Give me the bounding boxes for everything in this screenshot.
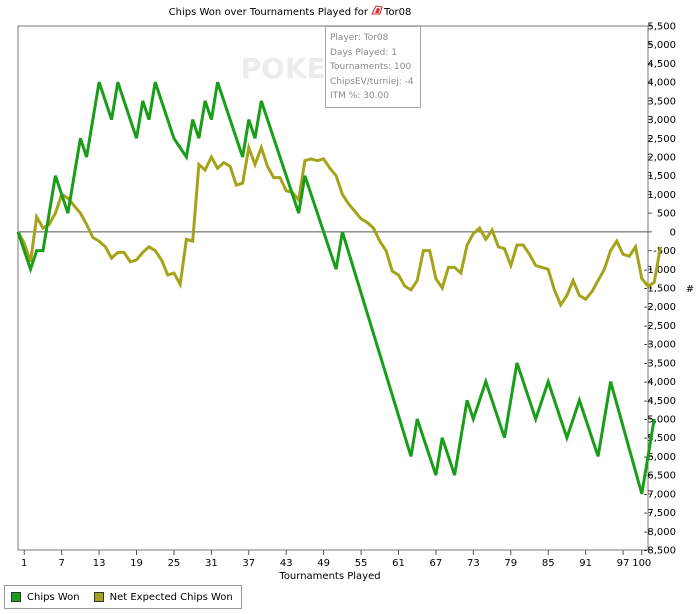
x-tick-label: 100	[632, 558, 651, 569]
x-tick-label: 7	[58, 558, 64, 569]
y-tick-label: -3,500	[644, 358, 676, 369]
tooltip: Player: Tor08 Days Played: 1 Tournaments…	[325, 26, 421, 108]
x-tick-label: 19	[130, 558, 143, 569]
y-tick-label: 2,500	[647, 134, 676, 145]
y-tick-label: -3,000	[644, 340, 676, 351]
y-tick-label: 4,000	[647, 78, 676, 89]
y-tick-label: 1,500	[647, 171, 676, 182]
tooltip-chipsev: ChipsEV/turniej: -4	[330, 76, 414, 87]
y-tick-label: 500	[657, 209, 676, 220]
x-tick-label: 73	[467, 558, 480, 569]
y-tick-label: 2,000	[647, 153, 676, 164]
y-tick-label: -7,000	[644, 489, 676, 500]
y-tick-label: -2,000	[644, 302, 676, 313]
legend-item-net-expected[interactable]: Net Expected Chips Won	[88, 592, 241, 603]
legend: Chips Won Net Expected Chips Won	[4, 585, 242, 609]
legend-item-chips-won[interactable]: Chips Won	[5, 592, 88, 603]
y-tick-label: 5,000	[647, 40, 676, 51]
chart-title: Chips Won over Tournaments Played for To…	[169, 5, 411, 18]
tooltip-tournaments: Tournaments: 100	[330, 62, 412, 72]
x-tick-label: 1	[21, 558, 27, 569]
y-tick-label: 3,000	[647, 115, 676, 126]
y-tick-label: -1,500	[644, 284, 676, 295]
x-tick-label: 67	[430, 558, 443, 569]
y-tick-label: 0	[670, 227, 676, 238]
x-tick-label: 43	[280, 558, 293, 569]
series-layer	[16, 81, 662, 495]
series-line	[16, 81, 656, 495]
x-tick-label: 91	[579, 558, 592, 569]
y-axis-label: #	[686, 284, 694, 295]
x-tick-label: 97	[617, 558, 630, 569]
player-icon	[371, 5, 383, 15]
y-tick-label: -8,000	[644, 527, 676, 538]
x-axis-label: Tournaments Played	[278, 571, 380, 582]
x-tick-label: 37	[242, 558, 255, 569]
y-tick-label: -4,000	[644, 377, 676, 388]
y-tick-label: 1,000	[647, 190, 676, 201]
x-tick-label: 49	[317, 558, 330, 569]
y-tick-label: -8,500	[644, 546, 676, 557]
x-tick-label: 61	[392, 558, 405, 569]
legend-swatch-chips-won	[11, 592, 21, 602]
x-tick-label: 25	[168, 558, 181, 569]
y-tick-label: 5,500	[647, 22, 676, 33]
series-line	[16, 141, 662, 308]
tooltip-itm: ITM %: 30.00	[330, 91, 389, 101]
y-tick-label: 3,500	[647, 96, 676, 107]
legend-label-net-expected: Net Expected Chips Won	[109, 591, 233, 603]
axes: 5,500 5,000 4,500 4,000 3,500 3,000 2,500 2,000…	[17, 22, 676, 569]
player-name: Tor08	[383, 7, 411, 18]
y-tick-label: -5,500	[644, 433, 676, 444]
y-tick-label: 4,500	[647, 59, 676, 70]
x-tick-label: 79	[504, 558, 517, 569]
y-tick-label: -7,500	[644, 508, 676, 519]
y-tick-label: -1,000	[644, 265, 676, 276]
tooltip-days: Days Played: 1	[330, 47, 397, 58]
x-tick-label: 55	[355, 558, 368, 569]
x-tick-label: 31	[205, 558, 218, 569]
y-tick-label: -2,500	[644, 321, 676, 332]
legend-swatch-net-expected	[93, 592, 104, 602]
x-tick-label: 13	[93, 558, 106, 569]
tooltip-player: Player: Tor08	[330, 33, 389, 43]
y-tick-label: -6,500	[644, 471, 676, 482]
title-text: Chips Won over Tournaments Played for	[169, 7, 369, 18]
x-tick-label: 85	[542, 558, 555, 569]
y-tick-label: -6,000	[644, 452, 676, 463]
y-tick-label: -4,500	[644, 396, 676, 407]
y-tick-label: -500	[653, 246, 676, 257]
y-tick-label: -5,000	[644, 415, 676, 426]
legend-label-chips-won: Chips Won	[27, 591, 80, 603]
